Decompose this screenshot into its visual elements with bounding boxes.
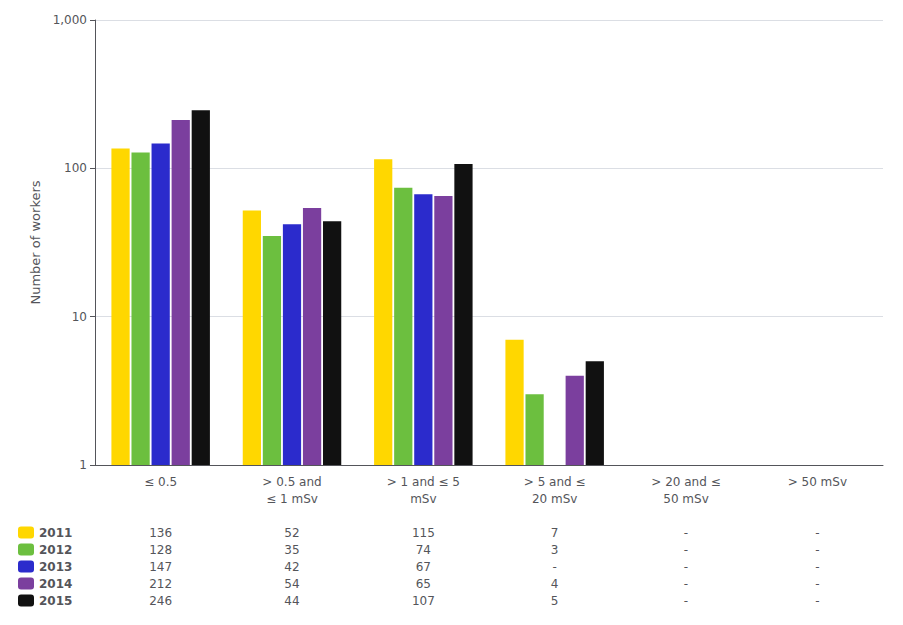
svg-text:5: 5 (551, 594, 559, 608)
svg-text:Number of workers: Number of workers (28, 180, 43, 304)
svg-text:2013: 2013 (39, 560, 72, 574)
svg-text:> 1 and ≤ 5: > 1 and ≤ 5 (387, 475, 460, 489)
svg-text:-: - (815, 543, 819, 557)
svg-text:-: - (684, 526, 688, 540)
svg-text:2011: 2011 (39, 526, 72, 540)
svg-text:20 mSv: 20 mSv (532, 492, 578, 506)
svg-text:1,000: 1,000 (53, 13, 87, 27)
svg-text:4: 4 (551, 577, 559, 591)
svg-text:7: 7 (551, 526, 559, 540)
svg-text:-: - (815, 560, 819, 574)
svg-text:52: 52 (284, 526, 299, 540)
svg-text:-: - (684, 560, 688, 574)
svg-text:1: 1 (79, 458, 87, 472)
svg-text:-: - (684, 577, 688, 591)
svg-text:mSv: mSv (410, 492, 436, 506)
svg-text:> 5 and ≤: > 5 and ≤ (524, 475, 586, 489)
svg-text:> 0.5 and: > 0.5 and (262, 475, 321, 489)
svg-text:-: - (815, 577, 819, 591)
svg-text:212: 212 (149, 577, 172, 591)
svg-text:2012: 2012 (39, 543, 72, 557)
svg-text:44: 44 (284, 594, 299, 608)
svg-text:-: - (684, 594, 688, 608)
svg-text:≤ 0.5: ≤ 0.5 (144, 475, 177, 489)
svg-text:115: 115 (412, 526, 435, 540)
svg-text:54: 54 (284, 577, 299, 591)
svg-text:> 20 and ≤: > 20 and ≤ (651, 475, 720, 489)
svg-text:136: 136 (149, 526, 172, 540)
svg-text:2015: 2015 (39, 594, 72, 608)
svg-text:35: 35 (284, 543, 299, 557)
svg-text:≤ 1 mSv: ≤ 1 mSv (266, 492, 318, 506)
svg-text:> 50 mSv: > 50 mSv (788, 475, 847, 489)
svg-text:10: 10 (72, 310, 87, 324)
svg-text:2014: 2014 (39, 577, 72, 591)
svg-text:67: 67 (416, 560, 431, 574)
svg-text:128: 128 (149, 543, 172, 557)
svg-text:3: 3 (551, 543, 559, 557)
svg-text:42: 42 (284, 560, 299, 574)
svg-text:-: - (684, 543, 688, 557)
svg-text:246: 246 (149, 594, 172, 608)
svg-text:-: - (815, 526, 819, 540)
svg-text:100: 100 (64, 161, 87, 175)
svg-text:-: - (552, 560, 556, 574)
svg-text:50 mSv: 50 mSv (663, 492, 709, 506)
svg-text:65: 65 (416, 577, 431, 591)
svg-text:107: 107 (412, 594, 435, 608)
svg-text:-: - (815, 594, 819, 608)
svg-text:147: 147 (149, 560, 172, 574)
svg-text:74: 74 (416, 543, 431, 557)
